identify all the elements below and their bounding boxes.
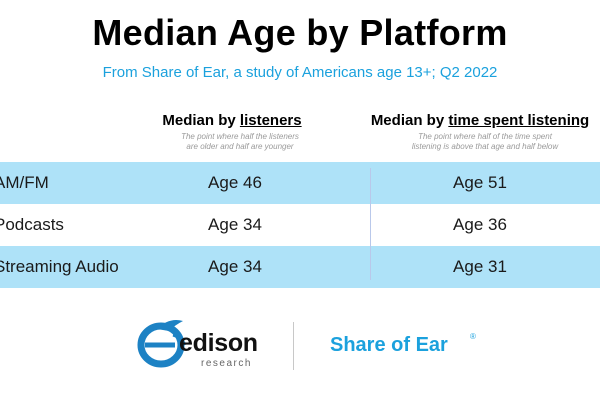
row-time-value: Age 51 [453,173,507,192]
edison-e-icon [137,320,187,368]
table-row: Streaming Audio Age 34 Age 31 [0,246,600,288]
note-time-line1: The point where half of the time spent [418,132,552,141]
table-row: Podcasts Age 34 Age 36 [0,204,600,246]
note-listeners-line1: The point where half the listeners [181,132,299,141]
edison-research-logo: edison research [135,315,265,375]
row-platform-label: Streaming Audio [0,257,119,276]
column-divider [370,168,371,280]
edison-subtitle: research [201,358,252,369]
note-listeners-line2: are older and half are younger [186,142,294,151]
column-header-listeners: Median by listeners [132,112,332,129]
row-platform-label: AM/FM [0,173,49,192]
column-header-time-spent: Median by time spent listening [360,112,600,129]
row-listeners-value: Age 34 [208,215,262,234]
logo-divider [293,322,294,370]
page-subtitle: From Share of Ear, a study of Americans … [102,64,498,81]
column-header-listeners-prefix: Median by [162,112,240,129]
column-header-time-emphasis: time spent listening [448,112,590,129]
table-row: AM/FM Age 46 Age 51 [0,162,600,204]
column-header-listeners-emphasis: listeners [239,112,302,129]
row-listeners-value: Age 46 [208,173,262,192]
page-title: Median Age by Platform [92,12,508,53]
row-platform-label: Podcasts [0,215,64,234]
column-note-listeners: The point where half the listeners are o… [150,132,330,152]
row-time-value: Age 36 [453,215,507,234]
row-time-value: Age 31 [453,257,507,276]
column-note-time-spent: The point where half of the time spent l… [390,132,580,152]
registered-mark: ® [470,332,476,341]
column-header-time-prefix: Median by [370,112,449,129]
edison-wordmark: edison [179,329,258,357]
note-time-line2: listening is above that age and half bel… [411,142,559,151]
row-listeners-value: Age 34 [208,257,262,276]
share-of-ear-logo: Share of Ear [330,334,448,356]
